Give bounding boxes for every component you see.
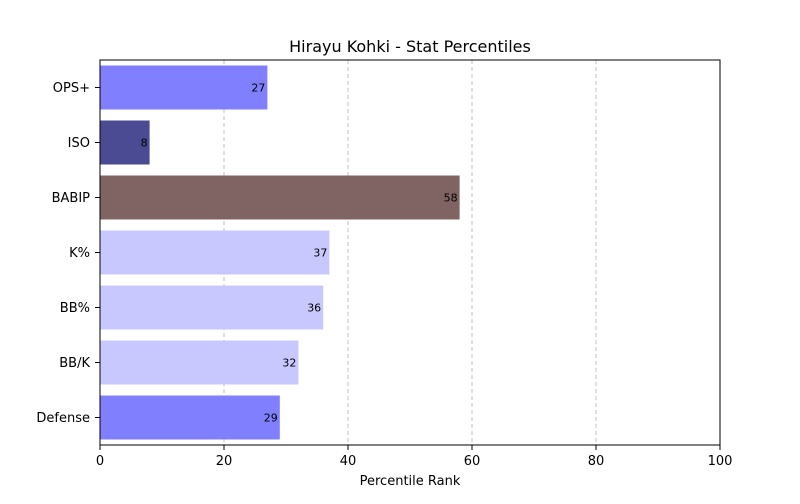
bar [100, 340, 299, 385]
x-tick-label: 0 [96, 454, 104, 469]
bar [100, 230, 330, 275]
bar-value-label: 37 [313, 247, 327, 260]
x-tick-label: 20 [216, 454, 233, 469]
bar-value-label: 32 [282, 357, 296, 370]
chart-title: Hirayu Kohki - Stat Percentiles [289, 37, 531, 56]
y-tick-label: K% [69, 246, 90, 261]
y-tick-label: OPS+ [53, 81, 90, 96]
y-tick-label: Defense [36, 411, 90, 426]
y-axis-ticks: OPS+ ISO BABIP K% BB% BB/K Defense [36, 81, 100, 426]
y-tick-label: BABIP [52, 191, 91, 206]
x-tick-label: 40 [340, 454, 357, 469]
bar-value-label: 29 [264, 412, 278, 425]
bar-value-label: 8 [141, 137, 148, 150]
bar-value-label: 36 [307, 302, 321, 315]
x-tick-label: 80 [588, 454, 605, 469]
bars: 27 8 58 37 36 32 29 [100, 65, 460, 440]
bar-value-label: 27 [251, 82, 265, 95]
x-axis-ticks: 0 20 40 60 80 100 [96, 445, 733, 469]
bar [100, 175, 460, 220]
y-tick-label: BB/K [59, 356, 90, 371]
bar [100, 65, 268, 110]
x-tick-label: 60 [464, 454, 481, 469]
bar-value-label: 58 [444, 192, 458, 205]
x-axis-label: Percentile Rank [360, 474, 461, 489]
bar [100, 395, 280, 440]
y-tick-label: ISO [68, 136, 90, 151]
bar [100, 285, 324, 330]
x-tick-label: 100 [708, 454, 733, 469]
bar [100, 120, 150, 165]
y-tick-label: BB% [60, 301, 90, 316]
